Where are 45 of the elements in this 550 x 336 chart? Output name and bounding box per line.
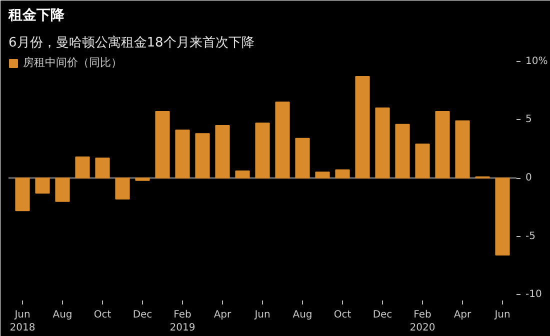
bar xyxy=(55,178,70,202)
bar xyxy=(275,102,290,178)
bar xyxy=(95,158,110,178)
bar xyxy=(435,111,450,178)
y-tick-label: -5 xyxy=(526,230,536,242)
bar xyxy=(35,178,50,194)
x-tick-label: Apr xyxy=(454,310,472,320)
x-tick-label: Oct xyxy=(94,310,112,320)
bar xyxy=(295,138,310,178)
bar xyxy=(335,169,350,178)
bar xyxy=(175,130,190,178)
bar xyxy=(495,178,510,256)
bar xyxy=(315,172,330,178)
bar xyxy=(15,178,30,212)
bar xyxy=(255,122,270,178)
x-tick-label: Aug xyxy=(292,310,312,320)
x-tick-label: Dec xyxy=(372,310,392,320)
y-tick-label: 10% xyxy=(526,56,548,67)
bar xyxy=(135,178,150,181)
x-tick-label: Feb 2019 xyxy=(170,310,196,334)
x-tick-label: Jun 2018 xyxy=(10,310,36,334)
bar xyxy=(375,108,390,178)
bar xyxy=(235,170,250,178)
bar xyxy=(415,144,430,178)
y-tick-label: 0 xyxy=(526,172,532,184)
chart-title: 租金下降 xyxy=(8,8,66,24)
bar xyxy=(395,124,410,178)
bar xyxy=(355,76,370,178)
bar xyxy=(75,156,90,178)
x-tick-label: Feb 2020 xyxy=(410,310,436,334)
y-tick-label: 5 xyxy=(526,114,532,126)
x-tick-label: Dec xyxy=(132,310,152,320)
chart-subtitle: 6月份，曼哈顿公寓租金18个月来首次下降 xyxy=(8,34,254,50)
legend-label: 房租中间价（同比） xyxy=(23,55,122,70)
y-tick-label: -10 xyxy=(526,289,542,300)
x-tick-label: Oct xyxy=(334,310,352,320)
bar xyxy=(195,133,210,178)
bar xyxy=(115,178,130,200)
x-tick-label: Jun xyxy=(254,310,270,320)
bar xyxy=(155,111,170,178)
bar xyxy=(215,125,230,178)
x-tick-label: Jun xyxy=(494,310,510,320)
x-tick-label: Aug xyxy=(52,310,72,320)
x-tick-label: Apr xyxy=(214,310,232,320)
bar xyxy=(455,120,470,178)
